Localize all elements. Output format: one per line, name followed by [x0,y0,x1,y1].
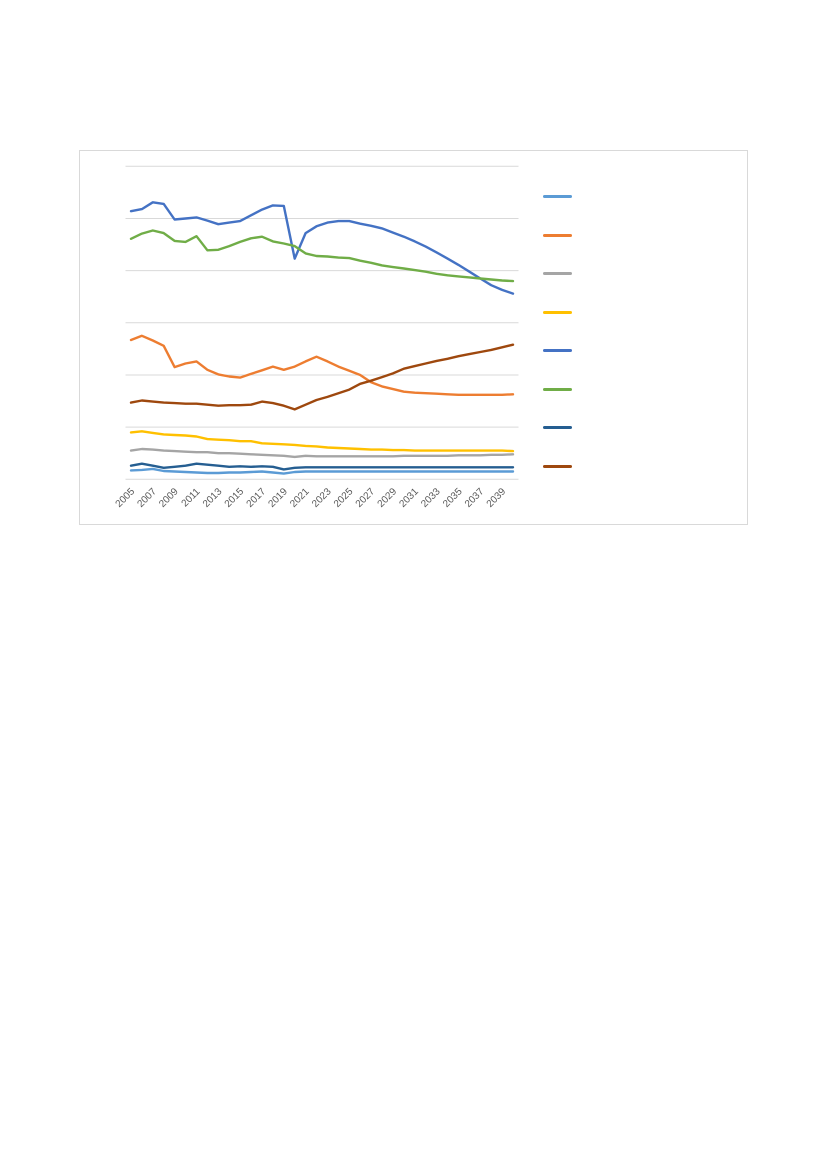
gray-series-line [129,447,515,459]
x-axis-label: 2015 [223,486,247,510]
x-axis-label: 2025 [332,486,356,510]
x-axis-label: 2039 [485,486,509,510]
dark-blue-series-line [129,462,515,471]
x-axis-label: 2029 [376,486,400,510]
x-axis-label: 2017 [245,486,269,510]
x-axis-label: 2005 [114,486,138,510]
x-axis-label: 2009 [157,486,181,510]
x-axis-label: 2021 [288,486,312,510]
x-axis-label: 2007 [135,486,159,510]
green-series-line [129,229,515,283]
blue-series-line [129,201,515,295]
x-axis-label: 2013 [201,486,225,510]
x-axis-label: 2019 [266,486,290,510]
light-blue-series-line [129,467,515,475]
line-chart-plot: 2005200720092011201320152017201920212023… [114,165,519,510]
yellow-series-line [129,430,515,453]
orange-series-line [129,334,515,397]
x-axis-label: 2031 [397,486,421,510]
x-axis-label: 2023 [310,486,334,510]
dark-brown-series-line [129,343,515,411]
x-axis-label: 2035 [441,486,465,510]
x-axis-label: 2027 [354,486,378,510]
x-axis-label: 2011 [180,486,203,509]
x-axis-label: 2037 [463,486,487,510]
x-axis-label: 2033 [419,486,443,510]
chart-object[interactable]: 2005 2007 2009 2011 2013 2015 2017 2019 2021 2023… [79,150,748,525]
